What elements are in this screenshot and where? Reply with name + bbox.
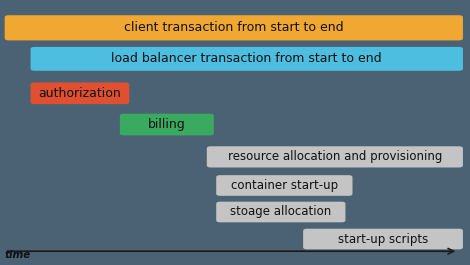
FancyBboxPatch shape [216, 175, 352, 196]
Text: authorization: authorization [39, 87, 121, 100]
Text: stoage allocation: stoage allocation [230, 205, 331, 219]
FancyBboxPatch shape [216, 202, 345, 222]
FancyBboxPatch shape [303, 229, 463, 249]
FancyBboxPatch shape [31, 82, 129, 104]
Text: billing: billing [148, 118, 186, 131]
Text: start-up scripts: start-up scripts [338, 232, 428, 246]
FancyBboxPatch shape [31, 47, 463, 71]
FancyBboxPatch shape [207, 146, 463, 167]
Text: time: time [5, 250, 31, 260]
Text: load balancer transaction from start to end: load balancer transaction from start to … [111, 52, 382, 65]
Text: client transaction from start to end: client transaction from start to end [124, 21, 344, 34]
FancyBboxPatch shape [5, 15, 463, 40]
FancyBboxPatch shape [120, 114, 214, 135]
Text: resource allocation and provisioning: resource allocation and provisioning [227, 150, 442, 164]
Text: container start-up: container start-up [231, 179, 338, 192]
